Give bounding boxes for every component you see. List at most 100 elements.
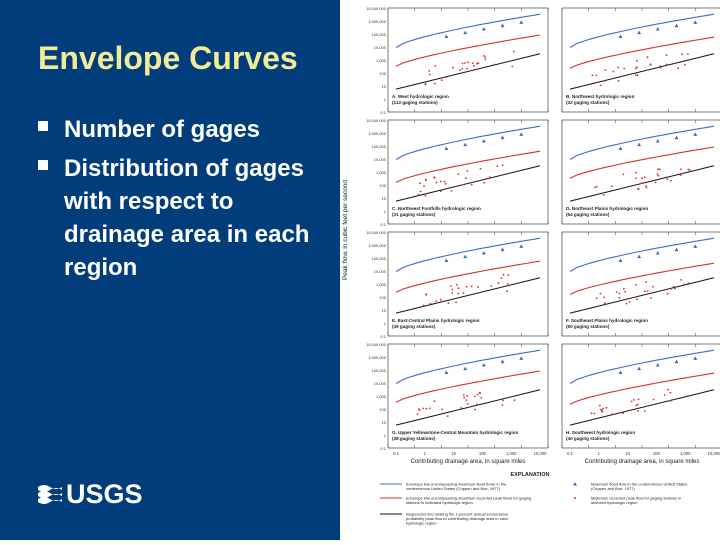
peak-flow-point	[432, 79, 434, 81]
panel-frame	[561, 7, 720, 113]
peak-flow-point	[496, 165, 499, 168]
us-envelope-line	[395, 125, 541, 160]
peak-flow-point	[425, 407, 428, 410]
y-tick-label: 1	[384, 433, 387, 438]
legend-text: probability peak flow to contributing dr…	[406, 516, 508, 521]
peak-flow-point	[428, 73, 431, 76]
y-tick-label: 0.1	[380, 110, 386, 115]
bullet-item: Number of gages	[38, 113, 338, 146]
peak-flow-point	[506, 283, 509, 285]
max-flood-marker	[444, 258, 449, 263]
peak-flow-point	[439, 180, 442, 183]
peak-flow-point	[635, 283, 637, 286]
y-tick-label: 0.1	[380, 446, 386, 451]
peak-flow-point	[636, 59, 638, 62]
panel-gage-count: (38 gaging stations)	[392, 436, 436, 441]
peak-flow-point	[637, 403, 639, 406]
y-axis-label: Peak flow, in cubic feet per second	[342, 180, 349, 280]
peak-flow-point	[478, 391, 481, 394]
y-tick-label: 1,000,000	[368, 355, 387, 360]
panel-label: D. Northeast Plains hydrologic region	[566, 206, 648, 211]
regression-line	[395, 277, 541, 314]
max-flood-marker	[655, 26, 660, 31]
peak-flow-point	[669, 399, 672, 402]
peak-flow-point	[595, 297, 598, 300]
peak-flow-point	[476, 393, 479, 396]
x-tick-label: 10	[625, 451, 630, 456]
peak-flow-point	[473, 64, 475, 67]
y-tick-label: 10,000	[374, 269, 387, 274]
us-envelope-line	[569, 349, 715, 384]
max-flood-marker	[693, 244, 698, 248]
y-tick-label: 10,000	[374, 381, 387, 386]
peak-flow-point	[645, 186, 648, 189]
peak-flow-point	[513, 50, 515, 53]
x-axis-label: Contributing drainage area, in square mi…	[411, 459, 526, 465]
max-flood-marker	[444, 34, 449, 39]
y-tick-label: 0.1	[380, 222, 386, 227]
peak-flow-point	[464, 62, 466, 64]
max-flood-marker	[693, 132, 698, 136]
peak-flow-point	[684, 63, 686, 66]
y-tick-label: 10,000,000	[366, 230, 387, 235]
max-flood-marker	[519, 244, 524, 248]
peak-flow-point	[466, 67, 468, 70]
peak-flow-point	[471, 62, 474, 64]
peak-flow-point	[457, 173, 460, 176]
peak-flow-point	[484, 58, 487, 61]
peak-flow-point	[463, 396, 466, 399]
max-flood-marker	[637, 142, 642, 147]
legend-text: Maximum recorded peak flow for gaging st…	[591, 496, 681, 501]
peak-flow-point	[610, 185, 613, 188]
figure-panel: 10,000,0001,000,000100,00010,0001,000100…	[366, 342, 549, 451]
regional-envelope-line	[395, 260, 541, 293]
panel-grid: 10,000,0001,000,000100,00010,0001,000100…	[366, 6, 720, 465]
peak-flow-point	[424, 194, 427, 197]
max-flood-marker	[481, 250, 486, 255]
peak-flow-point	[605, 406, 608, 409]
peak-flow-point	[440, 79, 443, 82]
max-flood-marker	[444, 370, 449, 375]
peak-flow-point	[688, 169, 691, 171]
peak-flow-point	[665, 54, 668, 56]
y-tick-label: 100	[379, 407, 386, 412]
peak-flow-point	[635, 171, 637, 174]
peak-flow-point	[617, 66, 620, 69]
peak-flow-point	[470, 183, 473, 186]
slide-title: Envelope Curves	[38, 40, 298, 76]
peak-flow-point	[637, 410, 639, 412]
peak-flow-point	[646, 56, 649, 59]
y-tick-label: 1	[384, 97, 387, 102]
peak-flow-point	[457, 287, 460, 290]
y-tick-label: 1,000	[376, 58, 387, 63]
peak-flow-point	[598, 404, 601, 407]
x-tick-label: 0.1	[567, 451, 573, 456]
max-flood-marker	[463, 142, 468, 147]
peak-flow-point	[446, 415, 449, 417]
usgs-wave-icon	[38, 485, 62, 504]
peak-flow-point	[599, 292, 602, 295]
peak-flow-point	[640, 182, 643, 185]
peak-flow-point	[617, 80, 620, 82]
peak-flow-point	[475, 403, 478, 406]
peak-flow-point	[659, 66, 662, 69]
peak-flow-point	[670, 179, 672, 182]
peak-flow-point	[595, 74, 598, 77]
peak-flow-point	[461, 62, 464, 65]
y-tick-label: 10,000,000	[366, 118, 387, 123]
peak-flow-point	[501, 404, 504, 406]
peak-flow-point	[618, 292, 621, 295]
legend-dot-swatch	[574, 497, 576, 499]
figure-panel: B. Northwest hydrologic region(32 gaging…	[561, 7, 720, 113]
peak-flow-point	[625, 302, 628, 305]
peak-flow-point	[423, 185, 425, 188]
peak-flow-point	[666, 178, 669, 181]
peak-flow-point	[599, 84, 602, 87]
peak-flow-point	[687, 53, 689, 55]
peak-flow-point	[591, 74, 594, 77]
peak-flow-point	[433, 176, 436, 179]
peak-flow-point	[593, 412, 596, 415]
peak-flow-point	[611, 413, 613, 415]
us-envelope-line	[395, 13, 541, 48]
y-tick-label: 10	[382, 84, 387, 89]
